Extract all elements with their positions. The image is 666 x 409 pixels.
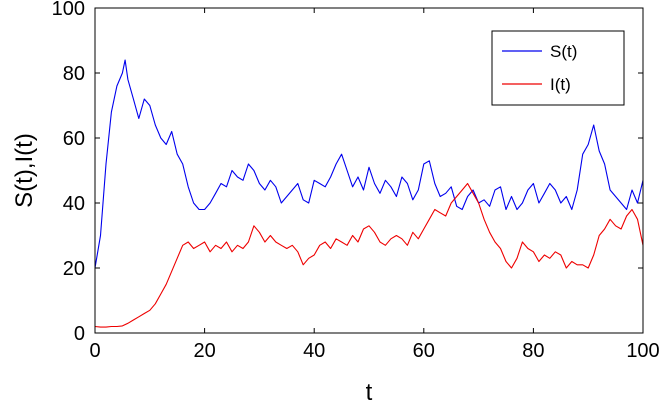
legend-label-i: I(t) [550, 75, 571, 94]
series-layer [94, 59, 644, 328]
y-tick-label: 20 [63, 258, 85, 280]
x-tick-label: 60 [413, 340, 435, 362]
x-tick-label: 40 [303, 340, 325, 362]
x-axis-label: t [366, 379, 373, 406]
x-tick-label: 80 [522, 340, 544, 362]
y-axis-label: S(t),I(t) [11, 133, 38, 208]
series-line-s [94, 59, 644, 269]
x-tick-label: 100 [626, 340, 659, 362]
x-tick-label: 0 [89, 340, 100, 362]
x-tick-label: 20 [193, 340, 215, 362]
y-tick-label: 60 [63, 128, 85, 150]
legend: S(t) I(t) [491, 30, 625, 106]
y-tick-label: 0 [74, 323, 85, 345]
series-line-i [94, 182, 644, 328]
y-tick-label: 40 [63, 193, 85, 215]
plot-frame [94, 7, 644, 334]
legend-label-s: S(t) [550, 42, 577, 61]
legend-box [491, 30, 625, 106]
y-tick-label: 80 [63, 63, 85, 85]
y-tick-label: 100 [52, 0, 85, 20]
ticks-layer: 0 20 40 60 80 100 0 20 40 60 80 100 [52, 0, 660, 362]
